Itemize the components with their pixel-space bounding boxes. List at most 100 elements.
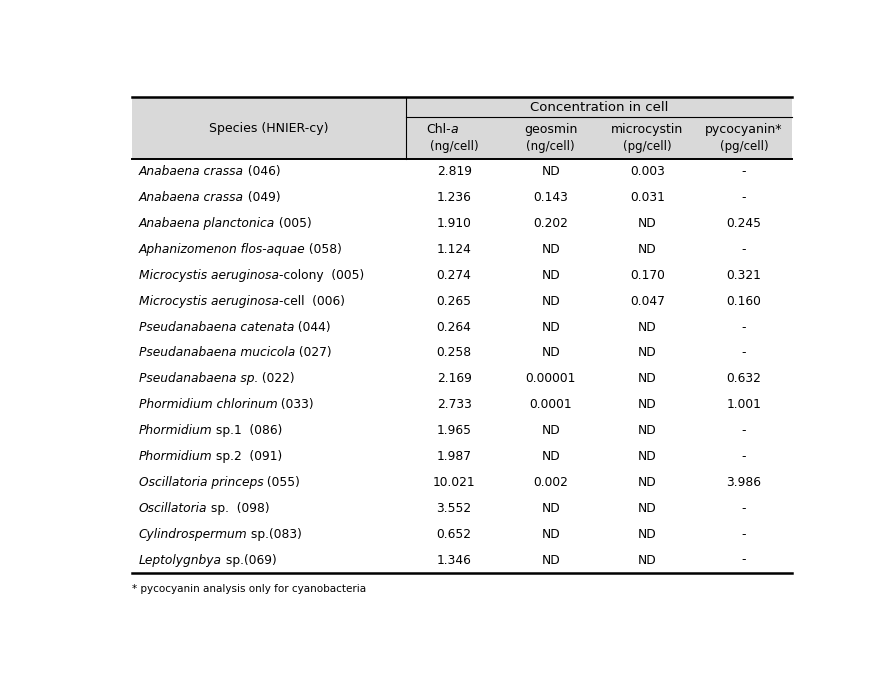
Text: 1.987: 1.987 (437, 450, 472, 463)
Text: a: a (450, 123, 458, 136)
Text: 0.264: 0.264 (437, 320, 472, 333)
Bar (131, 521, 792, 547)
Text: (005): (005) (274, 217, 312, 230)
Text: 10.021: 10.021 (432, 476, 475, 489)
Text: -: - (741, 528, 746, 540)
Text: (pg/cell): (pg/cell) (623, 141, 671, 153)
Text: 0.245: 0.245 (726, 217, 762, 230)
Text: ND: ND (542, 450, 560, 463)
Text: sp.2  (091): sp.2 (091) (212, 450, 282, 463)
Bar (131, 97, 792, 159)
Text: Anabaena crassa: Anabaena crassa (139, 165, 243, 179)
Text: 1.965: 1.965 (437, 424, 472, 437)
Text: ND: ND (542, 243, 560, 256)
Text: ND: ND (638, 346, 657, 359)
Text: 3.986: 3.986 (726, 476, 762, 489)
Text: Concentration in cell: Concentration in cell (530, 100, 669, 113)
Text: 0.0001: 0.0001 (529, 398, 572, 411)
Text: (033): (033) (277, 398, 313, 411)
Text: 0.265: 0.265 (437, 295, 472, 308)
Text: 0.170: 0.170 (630, 269, 665, 282)
Text: ND: ND (542, 269, 560, 282)
Text: ND: ND (542, 502, 560, 515)
Text: Phormidium: Phormidium (139, 450, 212, 463)
Bar (131, 469, 792, 495)
Bar (131, 289, 792, 314)
Bar (131, 262, 792, 289)
Bar (131, 443, 792, 469)
Text: 1.910: 1.910 (437, 217, 472, 230)
Text: 0.143: 0.143 (534, 191, 568, 204)
Text: -: - (741, 243, 746, 256)
Text: Cylindrospermum: Cylindrospermum (139, 528, 247, 540)
Text: ND: ND (542, 165, 560, 179)
Text: 1.124: 1.124 (437, 243, 472, 256)
Text: -: - (741, 450, 746, 463)
Text: Pseudanabaena sp.: Pseudanabaena sp. (139, 372, 258, 386)
Text: -colony  (005): -colony (005) (279, 269, 364, 282)
Text: Chl-: Chl- (426, 123, 450, 136)
Bar (131, 340, 792, 366)
Text: 0.321: 0.321 (726, 269, 761, 282)
Text: 0.003: 0.003 (630, 165, 665, 179)
Text: Oscillatoria princeps: Oscillatoria princeps (139, 476, 263, 489)
Bar (131, 236, 792, 262)
Text: ND: ND (638, 320, 657, 333)
Text: Leptolygnbya: Leptolygnbya (139, 553, 221, 566)
Text: -: - (741, 553, 746, 566)
Text: Species (HNIER-cy): Species (HNIER-cy) (209, 122, 329, 134)
Text: (ng/cell): (ng/cell) (527, 141, 575, 153)
Text: 2.819: 2.819 (437, 165, 472, 179)
Text: sp.(069): sp.(069) (221, 553, 276, 566)
Text: 3.552: 3.552 (437, 502, 472, 515)
Text: 0.202: 0.202 (534, 217, 568, 230)
Text: 0.632: 0.632 (726, 372, 761, 386)
Text: Microcystis aeruginosa: Microcystis aeruginosa (139, 295, 279, 308)
Text: Microcystis aeruginosa: Microcystis aeruginosa (139, 269, 279, 282)
Text: 1.236: 1.236 (437, 191, 472, 204)
Bar (131, 159, 792, 185)
Text: ND: ND (638, 424, 657, 437)
Bar (131, 418, 792, 443)
Text: 0.274: 0.274 (437, 269, 472, 282)
Text: ND: ND (638, 217, 657, 230)
Text: -: - (741, 165, 746, 179)
Text: * pycocyanin analysis only for cyanobacteria: * pycocyanin analysis only for cyanobact… (131, 585, 366, 594)
Text: ND: ND (638, 553, 657, 566)
Text: sp.  (098): sp. (098) (207, 502, 270, 515)
Text: (ng/cell): (ng/cell) (430, 141, 479, 153)
Text: (055): (055) (263, 476, 300, 489)
Text: geosmin: geosmin (524, 123, 577, 136)
Text: 0.031: 0.031 (630, 191, 665, 204)
Text: 0.047: 0.047 (630, 295, 665, 308)
Text: (pg/cell): (pg/cell) (719, 141, 768, 153)
Text: ND: ND (542, 424, 560, 437)
Text: 0.002: 0.002 (534, 476, 568, 489)
Text: 1.346: 1.346 (437, 553, 472, 566)
Text: -cell  (006): -cell (006) (279, 295, 345, 308)
Text: ND: ND (638, 450, 657, 463)
Text: (049): (049) (243, 191, 280, 204)
Text: ND: ND (638, 398, 657, 411)
Text: sp.(083): sp.(083) (247, 528, 302, 540)
Text: Anabaena planctonica: Anabaena planctonica (139, 217, 274, 230)
Text: (027): (027) (295, 346, 331, 359)
Text: -: - (741, 424, 746, 437)
Bar (131, 366, 792, 392)
Text: ND: ND (542, 295, 560, 308)
Text: 0.160: 0.160 (726, 295, 761, 308)
Text: 0.652: 0.652 (437, 528, 472, 540)
Text: (058): (058) (305, 243, 342, 256)
Bar (131, 185, 792, 210)
Text: Oscillatoria: Oscillatoria (139, 502, 207, 515)
Text: ND: ND (638, 243, 657, 256)
Text: Anabaena crassa: Anabaena crassa (139, 191, 243, 204)
Bar (131, 392, 792, 418)
Text: -: - (741, 502, 746, 515)
Text: ND: ND (542, 320, 560, 333)
Text: sp.1  (086): sp.1 (086) (212, 424, 282, 437)
Text: (022): (022) (258, 372, 295, 386)
Text: ND: ND (542, 553, 560, 566)
Text: Phormidium: Phormidium (139, 424, 212, 437)
Text: ND: ND (638, 502, 657, 515)
